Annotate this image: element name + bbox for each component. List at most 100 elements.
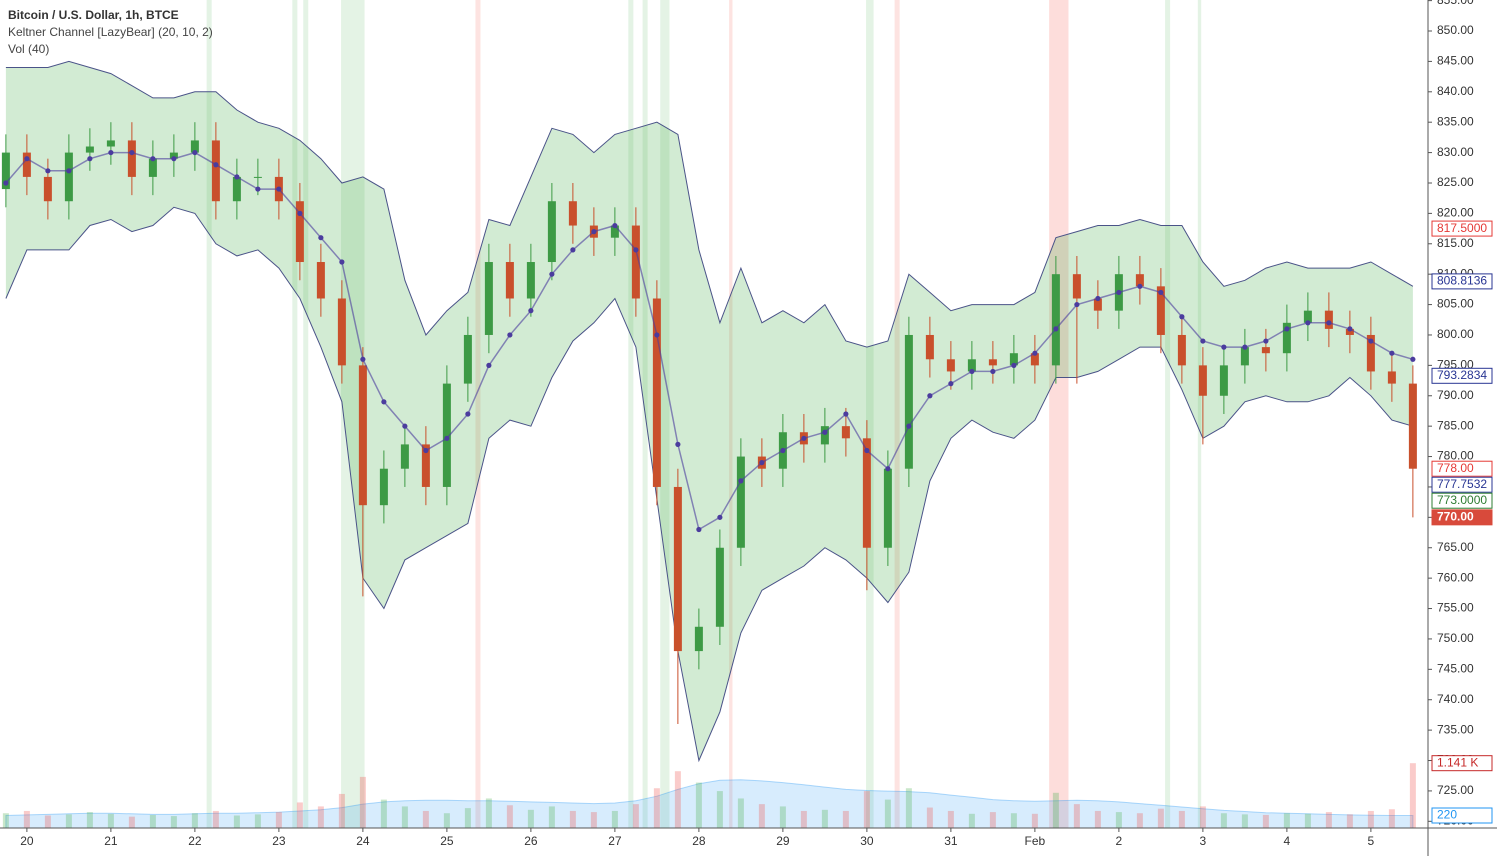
volume-bar (254, 814, 261, 828)
volume-bar (1157, 808, 1164, 828)
candle-body (925, 334, 934, 360)
volume-bar (380, 799, 387, 828)
candle-body (505, 262, 514, 299)
channel-middle-dot (45, 168, 51, 174)
x-tick-label: 27 (608, 834, 622, 848)
y-tick-label: 745.00 (1437, 662, 1474, 676)
candle-body (1156, 286, 1165, 335)
y-tick-label: 805.00 (1437, 297, 1474, 311)
volume-bar (86, 812, 93, 828)
volume-bar (674, 771, 681, 828)
volume-bar (506, 805, 513, 828)
candle-body (1282, 322, 1291, 354)
y-tick-label: 800.00 (1437, 327, 1474, 341)
y-tick-label: 735.00 (1437, 722, 1474, 736)
signal-band (1049, 0, 1069, 828)
y-tick-label: 755.00 (1437, 601, 1474, 615)
volume-bar (968, 813, 975, 828)
channel-middle-dot (801, 435, 807, 441)
y-tick-label: 765.00 (1437, 540, 1474, 554)
candle-body (904, 334, 913, 469)
candle-body (694, 626, 703, 652)
candle-body (820, 426, 829, 445)
candle-body (358, 365, 367, 506)
candle-body (1072, 274, 1081, 299)
volume-bar (1262, 814, 1269, 828)
volume-bar (317, 806, 324, 828)
channel-middle-dot (927, 393, 933, 399)
channel-middle-dot (234, 174, 240, 180)
channel-middle-dot (591, 229, 597, 235)
channel-middle-dot (759, 460, 765, 466)
channel-middle-dot (192, 149, 198, 156)
volume-bar (905, 788, 912, 828)
volume-bar (485, 798, 492, 828)
volume-bar (1052, 792, 1059, 828)
candle-body (1345, 328, 1354, 335)
signal-band (894, 0, 900, 828)
volume-bar (212, 810, 219, 828)
volume-bar (695, 782, 702, 828)
volume-bar (842, 810, 849, 828)
channel-middle-dot (843, 411, 849, 417)
candle-body (736, 456, 745, 548)
channel-middle-dot (150, 156, 156, 162)
indicator-label: Keltner Channel [LazyBear] (20, 10, 2) (8, 25, 213, 39)
channel-middle-dot (486, 362, 492, 368)
x-tick-label: 25 (440, 834, 454, 848)
candle-body (1051, 274, 1060, 366)
volume-bar (443, 813, 450, 828)
volume-bar (821, 809, 828, 828)
channel-middle-dot (1158, 289, 1164, 296)
candle-body (1366, 334, 1375, 372)
channel-middle-dot (1347, 326, 1353, 332)
candle-body (190, 140, 199, 153)
plot-area (1, 122, 1417, 829)
background (5, 0, 1414, 828)
y-tick-label: 740.00 (1437, 692, 1474, 706)
channel-middle-dot (654, 332, 660, 338)
channel-middle-dot (696, 526, 702, 533)
price-tag (1431, 460, 1493, 477)
candle-body (1177, 334, 1186, 366)
volume-bar (653, 788, 660, 828)
channel-middle-dot (1368, 338, 1374, 344)
channel-middle-dot (129, 149, 135, 156)
signal-band (729, 0, 733, 828)
volume-bar (338, 793, 345, 828)
candle-body (1387, 371, 1396, 384)
price-tag (1431, 476, 1493, 493)
channel-middle-dot (738, 478, 744, 484)
x-tick-label: 23 (272, 834, 286, 848)
price-tag-label: 220 (1437, 808, 1457, 822)
y-tick-label: 780.00 (1437, 449, 1474, 463)
volume-bar (1367, 810, 1374, 828)
channel-middle-dot (528, 308, 534, 314)
channel-middle-dot (24, 156, 30, 162)
volume-bar (779, 806, 786, 828)
volume-bar (947, 810, 954, 828)
volume-bar (191, 813, 198, 828)
channel-middle-dot (1074, 301, 1080, 308)
candle-body (946, 359, 955, 372)
volume-bar (44, 815, 51, 828)
candle-body (631, 225, 640, 299)
candle-body (337, 298, 346, 366)
volume-bar (359, 776, 366, 828)
volume-bar (548, 806, 555, 828)
candle-body (547, 201, 556, 263)
channel-middle-dot (1326, 320, 1332, 326)
candle-body (211, 140, 220, 202)
channel-middle-dot (1032, 350, 1038, 356)
channel-middle-dot (1011, 362, 1017, 368)
channel-middle-dot (339, 259, 345, 265)
y-tick-label: 790.00 (1437, 388, 1474, 402)
channel-middle-dot (444, 435, 450, 441)
price-tag-label: 817.5000 (1437, 221, 1487, 235)
channel-middle-dot (906, 423, 912, 429)
indicator-label: Vol (40) (8, 42, 49, 56)
channel-middle-dot (1305, 320, 1311, 326)
volume-bar (1409, 763, 1416, 828)
channel-middle-dot (633, 247, 639, 253)
